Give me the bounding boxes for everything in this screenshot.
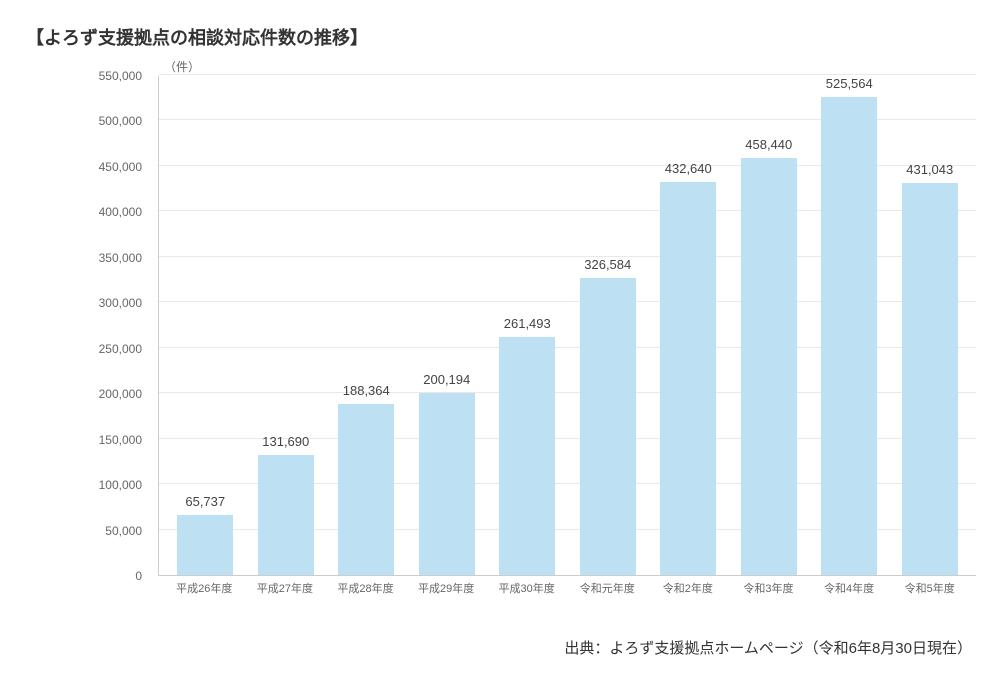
bar-slot: 525,564: [809, 76, 890, 575]
y-tick-label: 300,000: [82, 296, 142, 310]
bar-value-label: 432,640: [665, 161, 712, 176]
y-axis-labels: 0 50,000 100,000 150,000 200,000 250,000 300,0…: [30, 58, 148, 618]
x-tick-label: 令和2年度: [648, 580, 729, 596]
bar-value-label: 200,194: [423, 372, 470, 387]
bar-rect: [902, 183, 958, 575]
bar-value-label: 261,493: [504, 316, 551, 331]
x-tick-label: 平成30年度: [486, 580, 567, 596]
y-tick-label: 50,000: [82, 524, 142, 538]
bar-value-label: 525,564: [826, 76, 873, 91]
x-tick-label: 令和元年度: [567, 580, 648, 596]
bar-slot: 188,364: [326, 383, 407, 575]
bar-slot: 200,194: [407, 372, 488, 575]
bar-value-label: 326,584: [584, 257, 631, 272]
bar-chart: （件） 0 50,000 100,000 150,000 200,000 250,000 3…: [30, 58, 976, 618]
bars-container: 65,737 131,690 188,364 200,194 261,493 326,58…: [159, 76, 976, 575]
bar-value-label: 431,043: [906, 162, 953, 177]
bar-rect: [499, 337, 555, 575]
bar-value-label: 131,690: [262, 434, 309, 449]
y-tick-label: 450,000: [82, 160, 142, 174]
bar-slot: 326,584: [568, 257, 649, 575]
bar-rect: [741, 158, 797, 575]
y-tick-label: 100,000: [82, 478, 142, 492]
y-axis-unit: （件）: [164, 58, 200, 75]
y-tick-label: 250,000: [82, 342, 142, 356]
bar-rect: [821, 97, 877, 575]
bar-rect: [660, 182, 716, 575]
y-tick-label: 200,000: [82, 387, 142, 401]
chart-title: 【よろず支援拠点の相談対応件数の推移】: [26, 24, 976, 50]
page: 【よろず支援拠点の相談対応件数の推移】 （件） 0 50,000 100,000 15…: [0, 0, 1000, 676]
x-tick-label: 平成29年度: [406, 580, 487, 596]
bar-slot: 65,737: [165, 494, 246, 575]
y-tick-label: 400,000: [82, 205, 142, 219]
bar-slot: 431,043: [890, 162, 971, 575]
bar-rect: [580, 278, 636, 575]
bar-slot: 432,640: [648, 161, 729, 575]
bar-slot: 458,440: [729, 137, 810, 575]
y-tick-label: 0: [82, 569, 142, 583]
bar-rect: [419, 393, 475, 575]
gridline: [159, 74, 976, 75]
bar-rect: [338, 404, 394, 575]
x-tick-label: 平成26年度: [164, 580, 245, 596]
bar-rect: [177, 515, 233, 575]
x-tick-label: 平成27年度: [245, 580, 326, 596]
x-tick-label: 令和5年度: [889, 580, 970, 596]
bar-value-label: 65,737: [185, 494, 225, 509]
x-tick-label: 令和3年度: [728, 580, 809, 596]
source-note: 出典：よろず支援拠点ホームページ（令和6年8月30日現在）: [564, 637, 972, 658]
y-tick-label: 500,000: [82, 114, 142, 128]
y-tick-label: 350,000: [82, 251, 142, 265]
y-tick-label: 550,000: [82, 69, 142, 83]
bar-value-label: 458,440: [745, 137, 792, 152]
bar-slot: 131,690: [246, 434, 327, 575]
bar-value-label: 188,364: [343, 383, 390, 398]
bar-slot: 261,493: [487, 316, 568, 575]
x-axis-labels: 平成26年度平成27年度平成28年度平成29年度平成30年度令和元年度令和2年度…: [158, 580, 976, 596]
x-tick-label: 平成28年度: [325, 580, 406, 596]
x-tick-label: 令和4年度: [809, 580, 890, 596]
y-tick-label: 150,000: [82, 433, 142, 447]
plot-area: 65,737 131,690 188,364 200,194 261,493 326,58…: [158, 76, 976, 576]
bar-rect: [258, 455, 314, 575]
